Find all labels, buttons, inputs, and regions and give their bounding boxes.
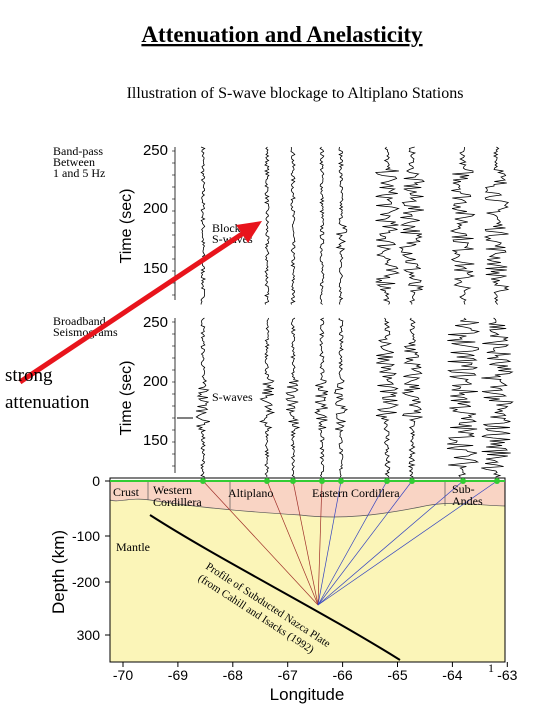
station — [338, 478, 344, 484]
station — [290, 478, 296, 484]
station — [264, 478, 270, 484]
mantle-label: Mantle — [116, 540, 150, 554]
arrow-head — [236, 221, 262, 243]
region-label-line: Sub- — [452, 482, 475, 496]
region-label-line: Andes — [452, 494, 483, 508]
x-tick-label: -69 — [168, 667, 188, 683]
seismogram — [335, 146, 348, 305]
station — [200, 478, 206, 484]
seismogram — [375, 317, 400, 478]
y-tick-label: -100 — [72, 528, 100, 544]
region-label: Eastern Cordillera — [312, 486, 400, 500]
ray — [266, 480, 319, 606]
y-tick-label: 0 — [92, 473, 100, 489]
seismogram — [398, 146, 425, 305]
y-tick-label: -200 — [72, 574, 100, 590]
seismogram — [259, 317, 276, 478]
seismogram — [333, 317, 349, 478]
page-number: 1 — [488, 661, 494, 675]
side-label: attenuation — [5, 392, 90, 413]
time-tick-label: 200 — [143, 200, 168, 217]
ray — [317, 480, 323, 606]
swave-label: S-waves — [212, 390, 253, 404]
seismogram — [449, 146, 476, 305]
time-tick-label: 150 — [143, 260, 168, 277]
slide-title: Attenuation and Anelasticity — [141, 22, 423, 47]
seismogram — [483, 146, 510, 305]
x-tick-label: -66 — [332, 667, 352, 683]
ray — [202, 480, 319, 606]
region-label: Western Cordillera — [153, 483, 202, 509]
seismogram — [264, 146, 270, 305]
section-frame — [109, 477, 506, 663]
seismogram — [481, 317, 514, 478]
x-tick-label: -63 — [497, 667, 517, 683]
subtitle: Illustration of S-wave blockage to Altip… — [127, 85, 464, 102]
band-label: Broadband — [53, 314, 106, 328]
station — [409, 478, 415, 484]
station — [460, 478, 466, 484]
station — [384, 478, 390, 484]
seismogram — [374, 146, 400, 305]
x-tick-label: -68 — [223, 667, 243, 683]
ray — [317, 480, 413, 606]
region-label-line: Western — [153, 483, 192, 497]
seismogram — [285, 317, 301, 478]
seismogram — [200, 146, 206, 305]
ray — [317, 480, 464, 606]
seismogram — [290, 146, 296, 305]
time-axis-label: Time (sec) — [118, 189, 135, 264]
region-label: Altiplano — [228, 486, 273, 500]
seismogram — [401, 317, 423, 478]
ray — [317, 480, 342, 606]
band-label: Band-pass — [53, 144, 103, 158]
region-label: Crust — [113, 485, 140, 499]
band-label: 1 and 5 Hz — [53, 166, 105, 180]
band-label: Between — [53, 155, 95, 169]
time-tick-label: 150 — [143, 432, 168, 449]
x-tick-label: -67 — [278, 667, 298, 683]
seismogram — [314, 317, 329, 478]
time-axis-label: Time (sec) — [118, 361, 135, 436]
side-label: strong — [5, 365, 53, 386]
time-tick-label: 250 — [143, 142, 168, 159]
ray — [292, 480, 319, 606]
x-tick-label: -65 — [387, 667, 407, 683]
time-tick-label: 250 — [143, 314, 168, 331]
slab — [149, 514, 401, 661]
y-tick-label: 300 — [77, 627, 101, 643]
seismogram — [195, 317, 210, 478]
ray — [317, 480, 498, 606]
x-axis-label: Longitude — [270, 685, 345, 704]
y-axis-label: Depth (km) — [49, 530, 68, 614]
region-label: Sub-Andes — [452, 482, 483, 508]
x-tick-label: -64 — [442, 667, 462, 683]
x-tick-label: -70 — [113, 667, 133, 683]
station — [494, 478, 500, 484]
seismogram — [319, 146, 325, 305]
time-tick-label: 200 — [143, 373, 168, 390]
region-boundary — [147, 481, 446, 509]
region-label-line: Cordillera — [153, 495, 202, 509]
ray — [317, 480, 388, 606]
seismogram — [446, 317, 481, 478]
station — [319, 478, 325, 484]
arrow-shaft — [18, 229, 247, 385]
